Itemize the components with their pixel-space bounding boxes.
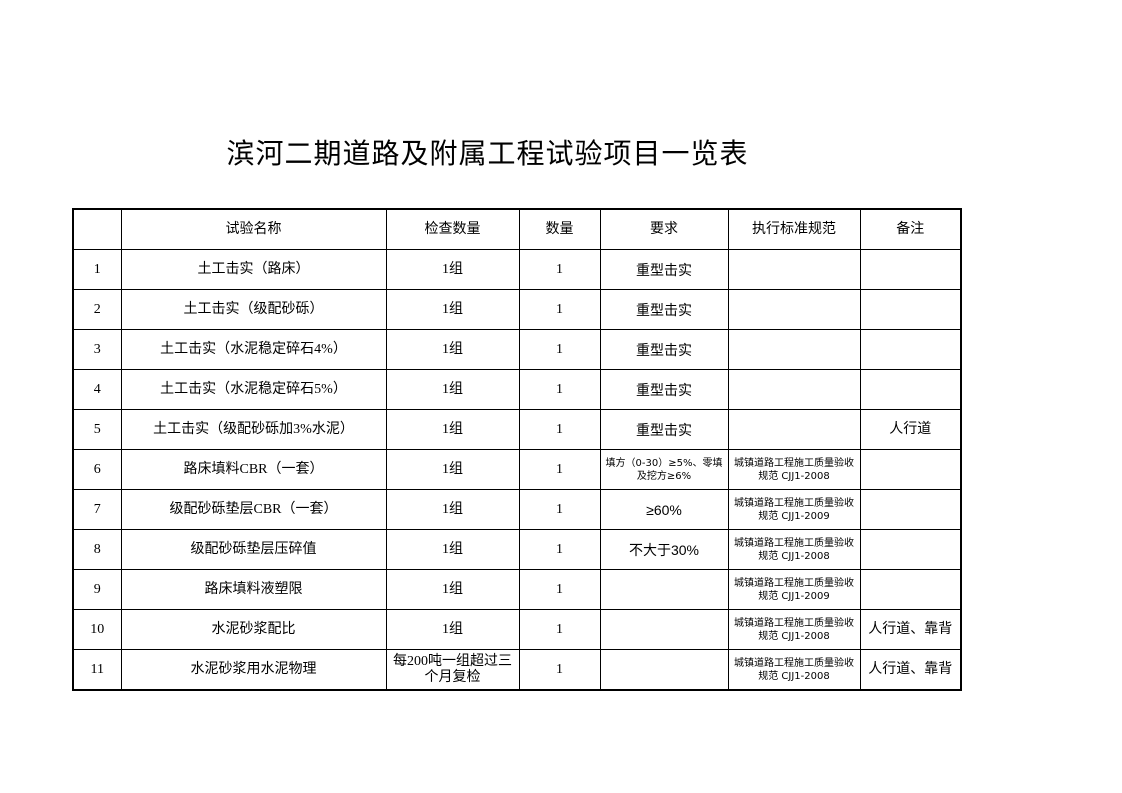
table-row-cell bbox=[727, 369, 861, 410]
header-row-cell: 检查数量 bbox=[385, 208, 520, 250]
table-row: 9 路床填料液塑限 1组 1 城镇道路工程施工质量验收规范 CJJ1-2009 bbox=[72, 569, 962, 610]
table-row-cell: 11 bbox=[72, 649, 122, 691]
table-row-cell bbox=[599, 649, 729, 691]
table-row-cell: 10 bbox=[72, 609, 122, 650]
table-row-cell: 土工击实（级配砂砾加3%水泥） bbox=[120, 409, 387, 450]
table-row: 1 土工击实（路床） 1组 1 重型击实 bbox=[72, 249, 962, 290]
table-row-cell: 路床填料CBR（一套） bbox=[120, 449, 387, 490]
table-row: 6 路床填料CBR（一套） 1组 1 填方（0-30）≥5%、零填及挖方≥6% 城镇道路工… bbox=[72, 449, 962, 490]
table-row-cell bbox=[599, 609, 729, 650]
table-row-cell: 城镇道路工程施工质量验收规范 CJJ1-2008 bbox=[727, 529, 861, 570]
document-title: 滨河二期道路及附属工程试验项目一览表 bbox=[226, 139, 749, 170]
table-row-cell bbox=[859, 449, 962, 490]
test-table: 试验名称 检查数量 数量 要求 执行标准规范 备注 1 土工击实（路床） 1组 1 重型击实 2 土工击… bbox=[72, 208, 962, 691]
table-row-cell: 每200吨一组超过三个月复检 bbox=[385, 649, 520, 691]
table-row-cell: ≥60% bbox=[599, 489, 729, 530]
table-row-cell bbox=[859, 569, 962, 610]
table-row-cell: 人行道、靠背 bbox=[859, 649, 962, 691]
header-row-cell bbox=[72, 208, 122, 250]
table-row-cell: 1组 bbox=[385, 369, 520, 410]
table-row-cell: 不大于30% bbox=[599, 529, 729, 570]
table-row-cell: 1组 bbox=[385, 569, 520, 610]
table-row-cell: 路床填料液塑限 bbox=[120, 569, 387, 610]
table-row-cell: 1组 bbox=[385, 249, 520, 290]
table-row-cell: 1 bbox=[518, 409, 601, 450]
table-row-cell: 土工击实（级配砂砾） bbox=[120, 289, 387, 330]
table-row-cell: 1 bbox=[518, 529, 601, 570]
table-row-cell: 重型击实 bbox=[599, 329, 729, 370]
table-row-cell: 重型击实 bbox=[599, 409, 729, 450]
table-row-cell: 人行道 bbox=[859, 409, 962, 450]
table-row: 11 水泥砂浆用水泥物理 每200吨一组超过三个月复检 1 城镇道路工程施工质量验收规范… bbox=[72, 649, 962, 691]
table-row-cell: 1 bbox=[518, 489, 601, 530]
table-row-cell: 1 bbox=[518, 449, 601, 490]
table-row: 5 土工击实（级配砂砾加3%水泥） 1组 1 重型击实 人行道 bbox=[72, 409, 962, 450]
table-row-cell: 1组 bbox=[385, 449, 520, 490]
header-row-cell: 备注 bbox=[859, 208, 962, 250]
table-row: 10 水泥砂浆配比 1组 1 城镇道路工程施工质量验收规范 CJJ1-2008 人行道、靠… bbox=[72, 609, 962, 650]
table-row-cell: 城镇道路工程施工质量验收规范 CJJ1-2008 bbox=[727, 609, 861, 650]
table-row: 3 土工击实（水泥稳定碎石4%） 1组 1 重型击实 bbox=[72, 329, 962, 370]
table-row-cell bbox=[859, 369, 962, 410]
table-row-cell: 城镇道路工程施工质量验收规范 CJJ1-2009 bbox=[727, 489, 861, 530]
table-row-cell: 水泥砂浆用水泥物理 bbox=[120, 649, 387, 691]
table-row-cell: 填方（0-30）≥5%、零填及挖方≥6% bbox=[599, 449, 729, 490]
header-row: 试验名称 检查数量 数量 要求 执行标准规范 备注 bbox=[72, 208, 962, 250]
table-row-cell: 1 bbox=[518, 369, 601, 410]
table-row-cell: 1 bbox=[518, 569, 601, 610]
table-row-cell: 6 bbox=[72, 449, 122, 490]
header-row-cell: 数量 bbox=[518, 208, 601, 250]
table-row-cell: 1组 bbox=[385, 289, 520, 330]
table-row-cell bbox=[859, 289, 962, 330]
table-row-cell bbox=[859, 489, 962, 530]
table-row-cell: 4 bbox=[72, 369, 122, 410]
table-row-cell bbox=[859, 249, 962, 290]
table-row-cell: 1组 bbox=[385, 529, 520, 570]
table-row-cell: 城镇道路工程施工质量验收规范 CJJ1-2008 bbox=[727, 449, 861, 490]
table-row-cell: 土工击实（水泥稳定碎石4%） bbox=[120, 329, 387, 370]
table-row-cell: 2 bbox=[72, 289, 122, 330]
table-row-cell bbox=[599, 569, 729, 610]
table-row-cell: 9 bbox=[72, 569, 122, 610]
table-row-cell bbox=[727, 289, 861, 330]
table-row-cell: 土工击实（水泥稳定碎石5%） bbox=[120, 369, 387, 410]
table-row-cell bbox=[859, 329, 962, 370]
header-row-cell: 要求 bbox=[599, 208, 729, 250]
table-row-cell: 水泥砂浆配比 bbox=[120, 609, 387, 650]
table-row-cell: 级配砂砾垫层CBR（一套） bbox=[120, 489, 387, 530]
table-row: 8 级配砂砾垫层压碎值 1组 1 不大于30% 城镇道路工程施工质量验收规范 CJJ1-2… bbox=[72, 529, 962, 570]
table-row: 2 土工击实（级配砂砾） 1组 1 重型击实 bbox=[72, 289, 962, 330]
table-row-cell: 7 bbox=[72, 489, 122, 530]
header-row-cell: 执行标准规范 bbox=[727, 208, 861, 250]
table-row-cell: 土工击实（路床） bbox=[120, 249, 387, 290]
table-row-cell: 1组 bbox=[385, 609, 520, 650]
table-row-cell: 1 bbox=[518, 289, 601, 330]
table-row-cell: 1组 bbox=[385, 489, 520, 530]
table-row-cell: 城镇道路工程施工质量验收规范 CJJ1-2008 bbox=[727, 649, 861, 691]
table-row-cell bbox=[727, 249, 861, 290]
table-row-cell bbox=[859, 529, 962, 570]
table-row: 4 土工击实（水泥稳定碎石5%） 1组 1 重型击实 bbox=[72, 369, 962, 410]
table-row-cell: 重型击实 bbox=[599, 289, 729, 330]
table-row-cell: 1 bbox=[518, 249, 601, 290]
table-row-cell: 人行道、靠背 bbox=[859, 609, 962, 650]
table-row-cell: 1 bbox=[72, 249, 122, 290]
table-row-cell: 1 bbox=[518, 609, 601, 650]
table-row-cell: 重型击实 bbox=[599, 249, 729, 290]
table-row: 7 级配砂砾垫层CBR（一套） 1组 1 ≥60% 城镇道路工程施工质量验收规范 CJJ1… bbox=[72, 489, 962, 530]
table-row-cell: 级配砂砾垫层压碎值 bbox=[120, 529, 387, 570]
table-row-cell: 8 bbox=[72, 529, 122, 570]
table-row-cell: 3 bbox=[72, 329, 122, 370]
table-row-cell bbox=[727, 409, 861, 450]
table-row-cell: 5 bbox=[72, 409, 122, 450]
table-row-cell: 1 bbox=[518, 649, 601, 691]
table-row-cell: 重型击实 bbox=[599, 369, 729, 410]
table-row-cell bbox=[727, 329, 861, 370]
table-row-cell: 1 bbox=[518, 329, 601, 370]
table-row-cell: 城镇道路工程施工质量验收规范 CJJ1-2009 bbox=[727, 569, 861, 610]
table-row-cell: 1组 bbox=[385, 329, 520, 370]
table-row-cell: 1组 bbox=[385, 409, 520, 450]
header-row-cell: 试验名称 bbox=[120, 208, 387, 250]
